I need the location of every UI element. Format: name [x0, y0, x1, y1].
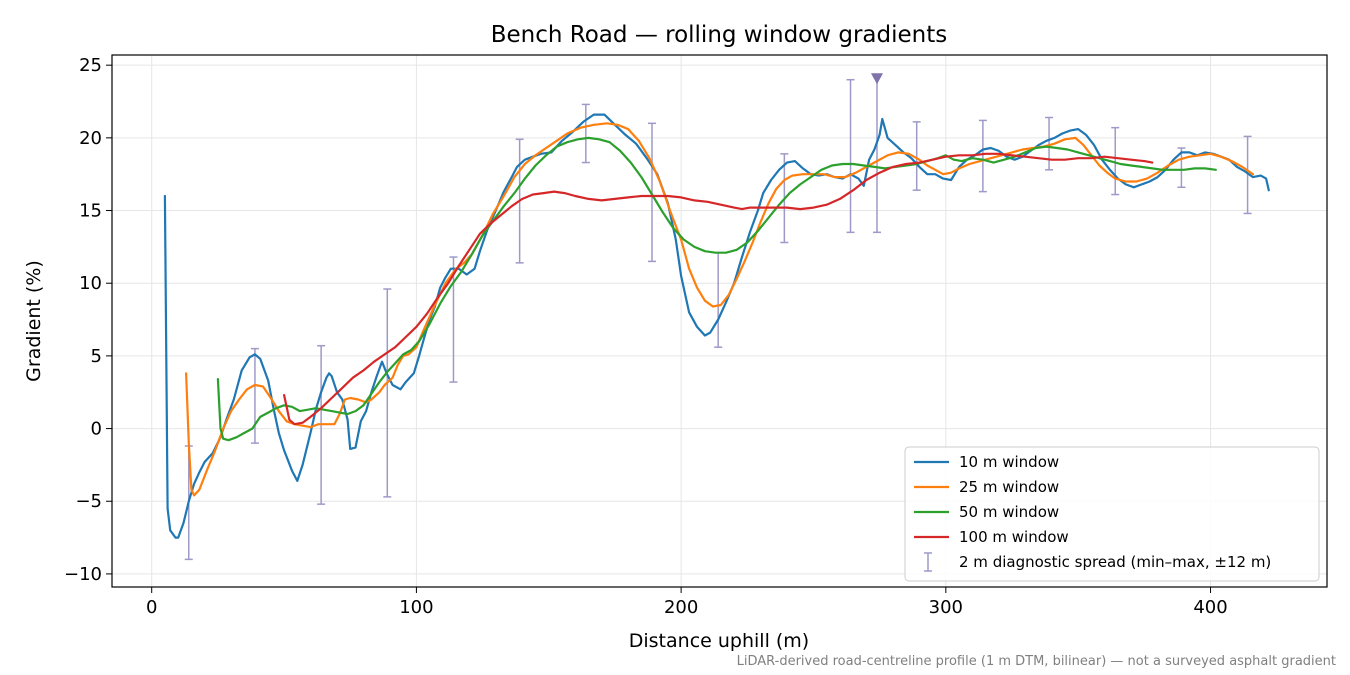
x-tick-label: 300 [929, 597, 963, 618]
series-line [163, 113, 1270, 539]
chart-title: Bench Road — rolling window gradients [491, 22, 948, 48]
error-bar [846, 78, 855, 234]
footnote: LiDAR-derived road-centreline profile (1… [737, 654, 1336, 669]
legend: 10 m window 25 m window 50 m window 100 m w… [904, 446, 1320, 582]
error-bar [1243, 135, 1252, 215]
x-tick-label: 0 [146, 597, 157, 618]
legend-box [904, 446, 1320, 582]
error-bar [581, 103, 590, 164]
error-bar [873, 76, 881, 234]
legend-label: 25 m window [959, 478, 1059, 496]
y-tick-label: 10 [79, 273, 102, 294]
x-axis-label: Distance uphill (m) [629, 630, 809, 652]
error-bar [1111, 126, 1120, 196]
peak-marker [871, 73, 883, 85]
y-tick-label: 15 [79, 201, 102, 222]
error-bar [1177, 147, 1186, 189]
x-tick-label: 400 [1193, 597, 1227, 618]
y-tick-label: −5 [75, 491, 102, 512]
x-tick-label: 100 [399, 597, 433, 618]
series-line [216, 136, 1217, 442]
legend-label: 10 m window [959, 453, 1059, 471]
y-axis-label: Gradient (%) [23, 260, 45, 382]
legend-entry: 10 m window [914, 453, 1059, 471]
x-tick-label: 200 [664, 597, 698, 618]
error-bar [1045, 116, 1054, 171]
series-lines [163, 113, 1270, 539]
y-tick-label: 0 [91, 419, 102, 440]
y-tick-label: −10 [64, 564, 102, 585]
series-line [283, 152, 1154, 426]
legend-label: 2 m diagnostic spread (min–max, ±12 m) [959, 553, 1271, 571]
error-bar [383, 288, 392, 498]
y-tick-label: 5 [91, 346, 102, 367]
x-axis: 0 100 200 300 400 [146, 587, 1228, 618]
error-bar [449, 256, 458, 383]
legend-entry: 100 m window [914, 528, 1069, 546]
legend-entry: 25 m window [914, 478, 1059, 496]
marker-layer [871, 73, 883, 85]
y-tick-label: 20 [79, 128, 102, 149]
error-bar [648, 122, 656, 263]
error-bar [714, 251, 723, 348]
error-bar [250, 347, 259, 444]
plot-frame [111, 54, 1328, 588]
gridlines [112, 55, 1327, 587]
error-bar [912, 121, 921, 191]
legend-label: 100 m window [959, 528, 1069, 546]
error-bar [978, 119, 987, 193]
y-axis: −10 −5 0 5 10 15 20 25 [64, 55, 112, 585]
legend-entry: 2 m diagnostic spread (min–max, ±12 m) [924, 552, 1271, 572]
legend-entry: 50 m window [914, 503, 1059, 521]
legend-label: 50 m window [959, 503, 1059, 521]
series-line [185, 122, 1254, 497]
y-tick-label: 25 [79, 55, 102, 76]
